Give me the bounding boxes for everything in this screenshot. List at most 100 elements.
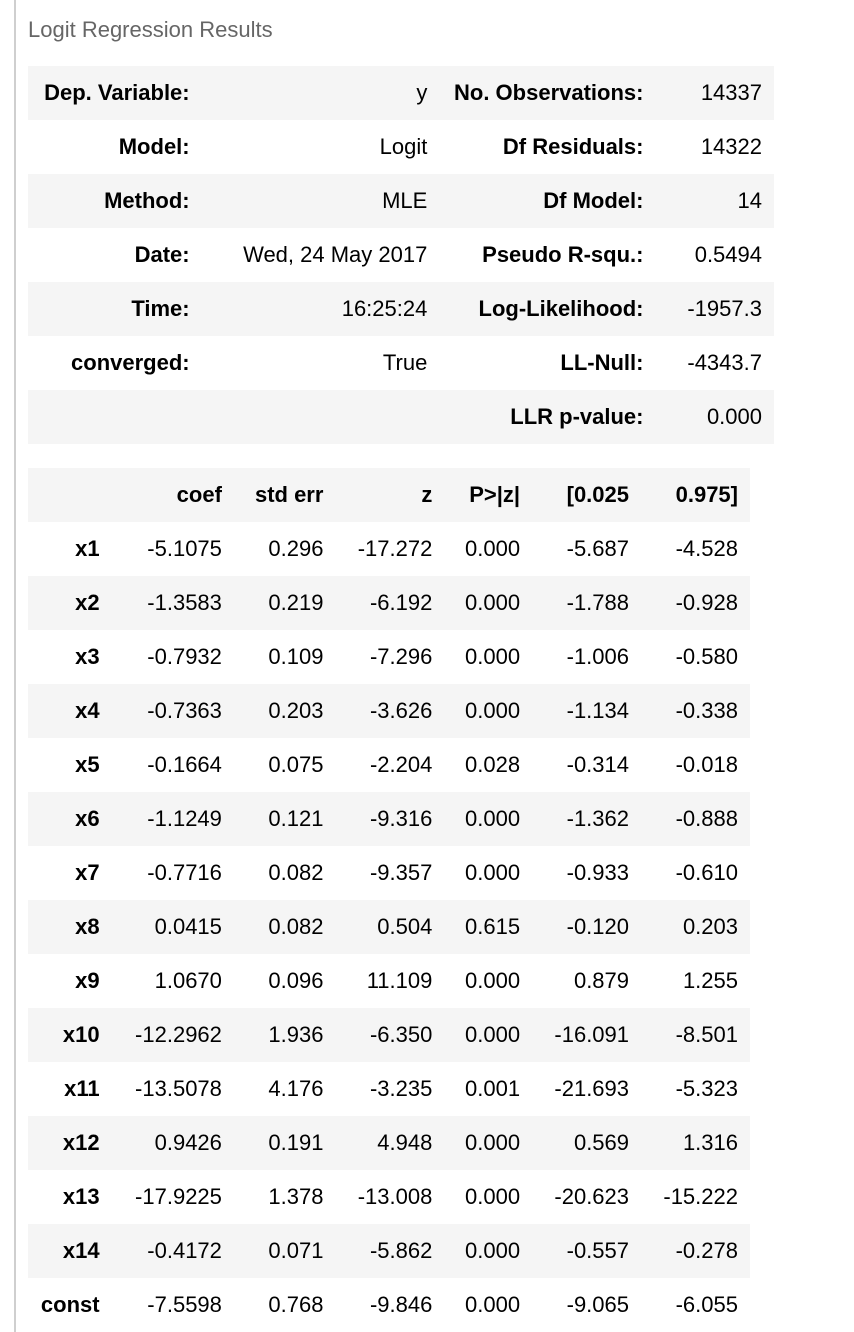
summary-label: LL-Null:	[427, 336, 658, 390]
coefficients-header-row: coef std err z P>|z| [0.025 0.975]	[28, 468, 750, 522]
cell-value: -9.357	[335, 846, 445, 900]
table-row: x3 -0.7932 0.109 -7.296 0.000 -1.006 -0.580	[28, 630, 750, 684]
table-row: x12 0.9426 0.191 4.948 0.000 0.569 1.316	[28, 1116, 750, 1170]
table-row: x1 -5.1075 0.296 -17.272 0.000 -5.687 -4.528	[28, 522, 750, 576]
table-row: x6 -1.1249 0.121 -9.316 0.000 -1.362 -0.888	[28, 792, 750, 846]
table-row: x11 -13.5078 4.176 -3.235 0.001 -21.693 -5.323	[28, 1062, 750, 1116]
cell-value: -9.065	[532, 1278, 642, 1332]
row-label: x5	[28, 738, 112, 792]
cell-value: 1.316	[641, 1116, 750, 1170]
cell-value: 0.000	[444, 684, 533, 738]
cell-value: -0.7716	[111, 846, 234, 900]
summary-label: Pseudo R-squ.:	[427, 228, 658, 282]
cell-value: 0.203	[233, 684, 336, 738]
cell-value: -7.5598	[111, 1278, 234, 1332]
cell-value: 0.615	[444, 900, 533, 954]
cell-value: -1.788	[532, 576, 642, 630]
cell-value: -9.846	[335, 1278, 445, 1332]
summary-value: Wed, 24 May 2017	[215, 228, 428, 282]
cell-value: 0.000	[444, 1116, 533, 1170]
cell-value: 0.191	[233, 1116, 336, 1170]
summary-value: 0.000	[657, 390, 774, 444]
cell-value: 1.936	[233, 1008, 336, 1062]
summary-value: y	[215, 66, 428, 120]
cell-value: 0.879	[532, 954, 642, 1008]
cell-value: 0.071	[233, 1224, 336, 1278]
row-label: const	[28, 1278, 112, 1332]
column-header	[28, 468, 112, 522]
cell-value: 0.203	[641, 900, 750, 954]
table-caption: Logit Regression Results	[28, 17, 273, 42]
summary-value: True	[215, 336, 428, 390]
cell-value: -0.580	[641, 630, 750, 684]
cell-value: 0.121	[233, 792, 336, 846]
cell-value: 0.000	[444, 522, 533, 576]
cell-value: -13.008	[335, 1170, 445, 1224]
summary-row: LLR p-value: 0.000	[28, 390, 774, 444]
cell-value: 0.9426	[111, 1116, 234, 1170]
cell-value: -17.272	[335, 522, 445, 576]
table-row: x8 0.0415 0.082 0.504 0.615 -0.120 0.203	[28, 900, 750, 954]
cell-value: -0.338	[641, 684, 750, 738]
column-header: 0.975]	[641, 468, 750, 522]
coefficients-table: coef std err z P>|z| [0.025 0.975] x1 -5.1075 0…	[28, 468, 750, 1332]
summary-label: Model:	[28, 120, 216, 174]
summary-value: 16:25:24	[215, 282, 428, 336]
cell-value: 0.000	[444, 576, 533, 630]
cell-value: 0.768	[233, 1278, 336, 1332]
cell-value: -0.018	[641, 738, 750, 792]
row-label: x7	[28, 846, 112, 900]
cell-value: -0.278	[641, 1224, 750, 1278]
summary-row: converged: True LL-Null: -4343.7	[28, 336, 774, 390]
row-label: x2	[28, 576, 112, 630]
cell-value: -5.1075	[111, 522, 234, 576]
cell-value: -1.362	[532, 792, 642, 846]
cell-value: 0.000	[444, 1224, 533, 1278]
summary-label: Dep. Variable:	[28, 66, 216, 120]
cell-value: -0.7932	[111, 630, 234, 684]
cell-value: -3.626	[335, 684, 445, 738]
row-label: x6	[28, 792, 112, 846]
cell-value: 4.176	[233, 1062, 336, 1116]
cell-value: -0.7363	[111, 684, 234, 738]
cell-value: -12.2962	[111, 1008, 234, 1062]
summary-value: 14337	[657, 66, 774, 120]
cell-value: 0.075	[233, 738, 336, 792]
cell-value: 4.948	[335, 1116, 445, 1170]
cell-value: -21.693	[532, 1062, 642, 1116]
summary-value: -1957.3	[657, 282, 774, 336]
summary-row: Model: Logit Df Residuals: 14322	[28, 120, 774, 174]
row-label: x1	[28, 522, 112, 576]
column-header: P>|z|	[444, 468, 533, 522]
cell-value: -6.192	[335, 576, 445, 630]
cell-value: 0.000	[444, 954, 533, 1008]
table-row: x10 -12.2962 1.936 -6.350 0.000 -16.091 -8.501	[28, 1008, 750, 1062]
cell-value: -1.134	[532, 684, 642, 738]
cell-value: -0.120	[532, 900, 642, 954]
table-row: x5 -0.1664 0.075 -2.204 0.028 -0.314 -0.018	[28, 738, 750, 792]
cell-value: 0.296	[233, 522, 336, 576]
summary-label: Log-Likelihood:	[427, 282, 658, 336]
cell-value: -4.528	[641, 522, 750, 576]
summary-label: Time:	[28, 282, 216, 336]
row-label: x10	[28, 1008, 112, 1062]
summary-value: 14322	[657, 120, 774, 174]
cell-value: -3.235	[335, 1062, 445, 1116]
cell-value: -13.5078	[111, 1062, 234, 1116]
cell-value: 1.378	[233, 1170, 336, 1224]
cell-value: -0.557	[532, 1224, 642, 1278]
summary-row: Method: MLE Df Model: 14	[28, 174, 774, 228]
summary-value: 0.5494	[657, 228, 774, 282]
cell-value: 0.000	[444, 1278, 533, 1332]
cell-value: 1.0670	[111, 954, 234, 1008]
cell-value: -8.501	[641, 1008, 750, 1062]
summary-label: Df Model:	[427, 174, 658, 228]
table-row: const -7.5598 0.768 -9.846 0.000 -9.065 -6.055	[28, 1278, 750, 1332]
cell-value: 0.109	[233, 630, 336, 684]
cell-value: -0.933	[532, 846, 642, 900]
table-row: x13 -17.9225 1.378 -13.008 0.000 -20.623 -15.2…	[28, 1170, 750, 1224]
summary-value: -4343.7	[657, 336, 774, 390]
cell-left-border	[14, 0, 16, 1332]
cell-value: 0.000	[444, 630, 533, 684]
cell-value: -0.314	[532, 738, 642, 792]
